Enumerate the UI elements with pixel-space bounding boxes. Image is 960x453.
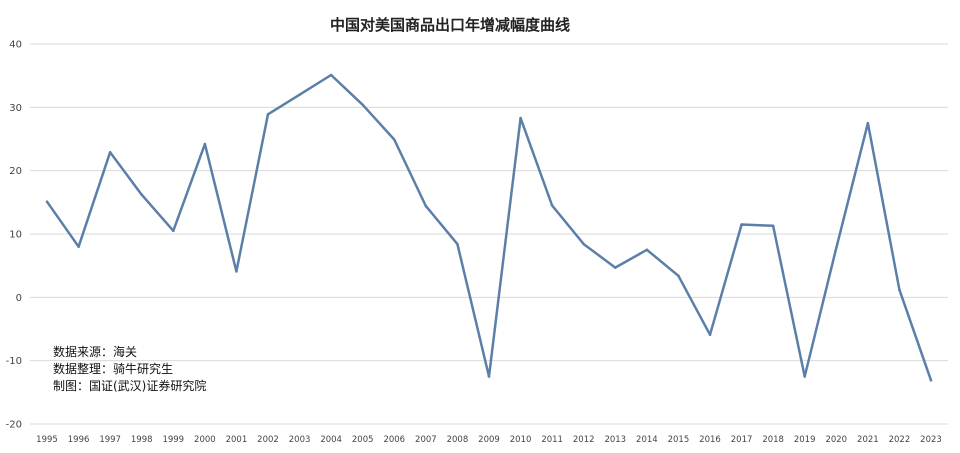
x-tick-label: 2023 xyxy=(920,435,942,445)
chart-title: 中国对美国商品出口年增减幅度曲线 xyxy=(329,16,570,34)
y-tick-label: 30 xyxy=(9,103,22,114)
x-tick-label: 2015 xyxy=(668,435,690,445)
data-point xyxy=(613,266,617,269)
data-point xyxy=(456,242,459,246)
x-axis-ticks: 1995 1996 1997 1998 1999 2000 2001 2002 2003 2004… xyxy=(36,435,942,445)
y-tick-label: 0 xyxy=(16,293,22,304)
x-tick-label: 2010 xyxy=(510,435,532,445)
y-tick-label: 20 xyxy=(9,166,22,177)
data-point xyxy=(45,200,49,203)
x-tick-label: 2004 xyxy=(320,435,342,445)
data-point xyxy=(771,224,775,228)
x-tick-label: 2005 xyxy=(352,435,374,445)
data-point xyxy=(803,375,807,378)
x-tick-label: 1998 xyxy=(131,435,153,445)
data-point xyxy=(392,138,396,141)
series-layer xyxy=(45,73,933,382)
data-point xyxy=(266,113,270,116)
data-point xyxy=(140,193,144,197)
data-point xyxy=(329,73,333,77)
data-point xyxy=(361,103,365,107)
source-notes: 数据来源：海关 数据整理：骑牛研究生 制图：国证(武汉)证券研究院 xyxy=(53,344,206,395)
data-point xyxy=(898,288,901,292)
data-point xyxy=(171,229,175,233)
data-point xyxy=(834,246,838,250)
data-point xyxy=(677,274,680,278)
x-tick-label: 2001 xyxy=(226,435,248,445)
data-point xyxy=(740,223,743,226)
data-point xyxy=(487,375,491,378)
x-tick-label: 2012 xyxy=(573,435,595,445)
x-tick-label: 2019 xyxy=(794,435,816,445)
x-tick-label: 2006 xyxy=(383,435,405,445)
x-tick-label: 2007 xyxy=(415,435,437,445)
x-tick-label: 1999 xyxy=(162,435,184,445)
gridlines xyxy=(30,43,948,425)
x-tick-label: 2011 xyxy=(541,435,563,445)
source-note-data-source: 数据来源：海关 xyxy=(53,345,138,359)
x-tick-label: 1995 xyxy=(36,435,58,445)
x-tick-label: 2000 xyxy=(194,435,216,445)
data-point xyxy=(108,151,112,154)
x-tick-label: 2008 xyxy=(447,435,469,445)
y-tick-label: -10 xyxy=(6,356,22,367)
y-axis-ticks: 40 30 20 10 0 -10 -20 xyxy=(6,40,22,431)
data-point xyxy=(550,204,554,207)
source-note-compiled-by: 数据整理：骑牛研究生 xyxy=(53,362,174,376)
x-tick-label: 2017 xyxy=(731,435,753,445)
x-tick-label: 2021 xyxy=(857,435,879,445)
data-point xyxy=(708,333,712,337)
x-tick-label: 2016 xyxy=(699,435,721,445)
x-tick-label: 2002 xyxy=(257,435,279,445)
data-point xyxy=(235,270,238,273)
x-tick-label: 2022 xyxy=(889,435,911,445)
y-tick-label: -20 xyxy=(6,420,22,431)
data-point xyxy=(519,116,522,120)
data-point xyxy=(77,245,80,248)
x-tick-label: 2003 xyxy=(289,435,311,445)
data-point xyxy=(203,142,207,146)
y-tick-label: 10 xyxy=(9,230,22,241)
x-tick-label: 1996 xyxy=(68,435,90,445)
x-tick-label: 2013 xyxy=(604,435,626,445)
x-tick-label: 2018 xyxy=(762,435,784,445)
x-tick-label: 1997 xyxy=(99,435,121,445)
data-point xyxy=(645,248,649,252)
data-point xyxy=(929,379,933,382)
x-tick-label: 2009 xyxy=(478,435,500,445)
data-point xyxy=(298,93,301,96)
data-point xyxy=(866,121,870,125)
x-tick-label: 2020 xyxy=(825,435,847,445)
source-note-chart-by: 制图：国证(武汉)证券研究院 xyxy=(53,379,207,393)
series-line xyxy=(45,73,933,381)
data-point xyxy=(582,242,586,246)
y-tick-label: 40 xyxy=(9,40,22,51)
data-point xyxy=(424,204,428,208)
x-tick-label: 2014 xyxy=(636,435,658,445)
